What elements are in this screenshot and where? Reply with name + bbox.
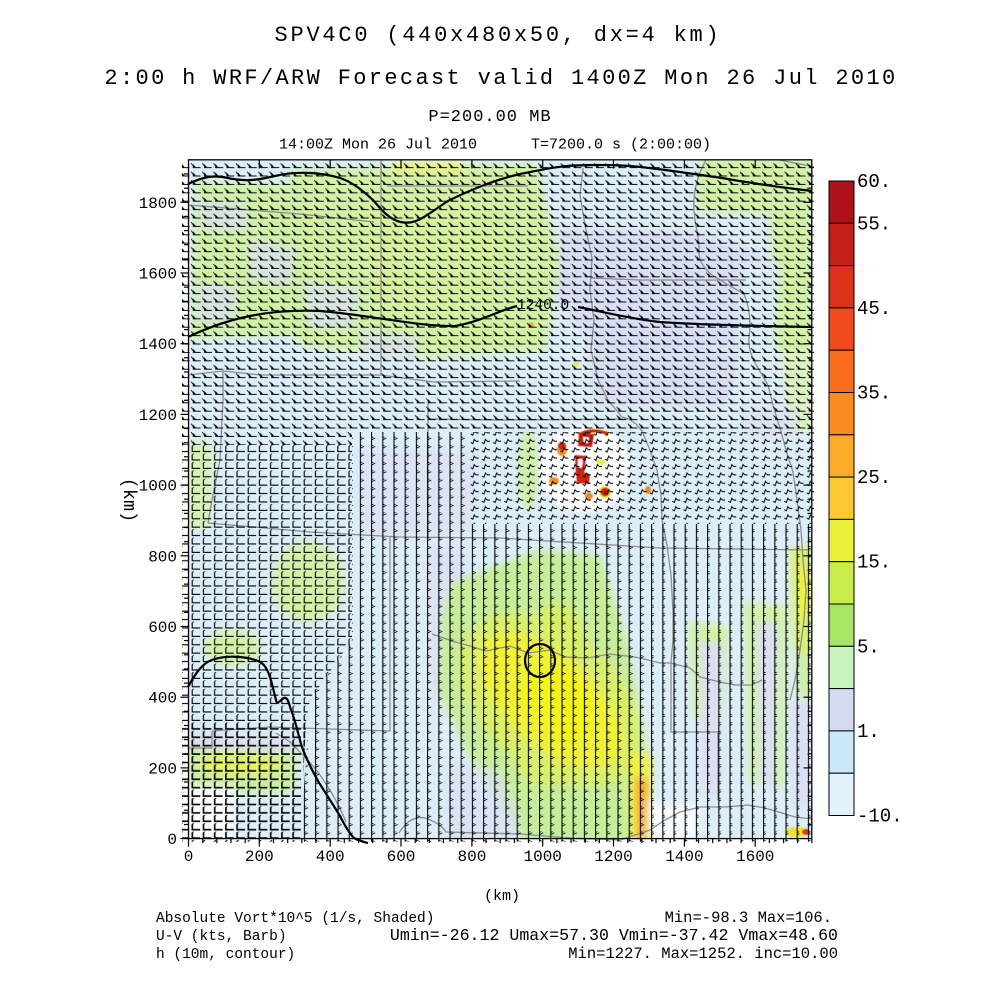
svg-text:(km): (km) — [118, 478, 139, 522]
svg-text:1.: 1. — [857, 721, 880, 743]
svg-text:200: 200 — [148, 760, 177, 778]
svg-text:U-V (kts, Barb): U-V (kts, Barb) — [156, 929, 287, 945]
svg-text:Absolute Vort*10^5 (1/s, Shade: Absolute Vort*10^5 (1/s, Shaded) — [156, 911, 434, 927]
svg-text:1240.0: 1240.0 — [517, 298, 569, 314]
svg-text:Min=-98.3 Max=106.: Min=-98.3 Max=106. — [665, 909, 832, 927]
svg-text:1600: 1600 — [736, 848, 774, 866]
svg-text:2:00 h WRF/ARW Forecast valid: 2:00 h WRF/ARW Forecast valid 1400Z Mon … — [104, 66, 897, 91]
svg-text:5.: 5. — [857, 636, 880, 658]
svg-text:14:00Z Mon 26 Jul 2010 T=: 14:00Z Mon 26 Jul 2010 T=7200.0 s (2:00:… — [279, 137, 711, 154]
svg-text:1400: 1400 — [139, 336, 177, 354]
svg-text:0: 0 — [167, 831, 177, 849]
svg-text:1800: 1800 — [139, 195, 177, 213]
svg-text:25.: 25. — [857, 467, 891, 489]
svg-text:1400: 1400 — [665, 848, 703, 866]
svg-text:15.: 15. — [857, 552, 891, 574]
svg-text:35.: 35. — [857, 383, 891, 405]
svg-text:0: 0 — [184, 848, 194, 866]
svg-text:P=200.00 MB: P=200.00 MB — [428, 108, 551, 127]
svg-text:(km): (km) — [484, 888, 520, 905]
svg-text:-10.: -10. — [857, 806, 903, 828]
svg-text:200: 200 — [245, 848, 274, 866]
svg-text:45.: 45. — [857, 298, 891, 320]
svg-text:h (10m, contour): h (10m, contour) — [156, 947, 295, 963]
svg-text:800: 800 — [148, 548, 177, 566]
svg-text:600: 600 — [148, 619, 177, 637]
svg-text:1200: 1200 — [139, 407, 177, 425]
svg-text:400: 400 — [316, 848, 345, 866]
svg-text:60.: 60. — [857, 171, 891, 193]
svg-text:1600: 1600 — [139, 266, 177, 284]
svg-text:800: 800 — [457, 848, 486, 866]
svg-text:Umin=-26.12 Umax=57.30 Vmin=-3: Umin=-26.12 Umax=57.30 Vmin=-37.42 Vmax=… — [390, 926, 838, 945]
svg-text:400: 400 — [148, 690, 177, 708]
svg-text:SPV4C0 (440x480x50, dx=4 km): SPV4C0 (440x480x50, dx=4 km) — [275, 23, 722, 48]
svg-text:600: 600 — [387, 848, 416, 866]
svg-text:55.: 55. — [857, 213, 891, 235]
svg-text:1200: 1200 — [594, 848, 632, 866]
svg-text:1000: 1000 — [523, 848, 561, 866]
svg-text:Min=1227. Max=1252. inc=10.00: Min=1227. Max=1252. inc=10.00 — [568, 945, 838, 963]
svg-text:1000: 1000 — [139, 478, 177, 496]
